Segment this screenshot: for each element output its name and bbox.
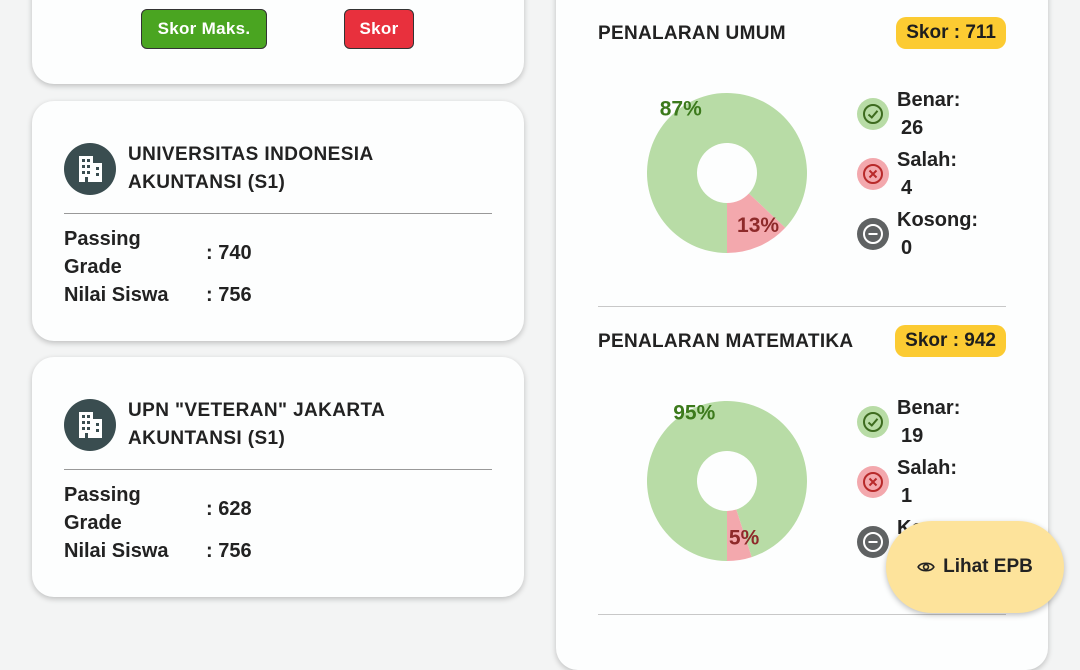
university-title: UPN "VETERAN" JAKARTA [128,400,386,421]
wrong-percent-label: 5% [729,526,760,549]
check-circle-icon [857,406,889,438]
score-badge: Skor : 711 [896,17,1006,49]
x-circle-icon [857,158,889,190]
passing-grade-label-1: Passing [64,228,141,250]
passing-grade-label-2: Grade [64,512,122,534]
minus-circle-icon [857,526,889,558]
wrong-label: Salah: [897,457,958,479]
passing-grade-value: : 628 [206,498,252,520]
x-circle-icon [857,466,889,498]
student-score-label: Nilai Siswa [64,284,169,306]
empty-count: 0 [901,237,913,259]
correct-percent-label: 87% [660,98,702,121]
correct-count: 19 [901,425,924,447]
minus-circle-icon [857,218,889,250]
check-circle-icon [857,98,889,130]
donut-correct-slice [647,92,807,253]
view-epb-button[interactable]: Lihat EPB [886,521,1064,613]
section-divider [598,306,1006,307]
score-button[interactable]: Skor [344,9,414,49]
max-score-button[interactable]: Skor Maks. [141,9,267,49]
university-name: UPN "VETERAN" JAKARTA AKUNTANSI (S1) [128,397,385,453]
building-icon [64,399,116,451]
student-score-value: : 756 [206,540,252,562]
university-card: UPN "VETERAN" JAKARTA AKUNTANSI (S1) Pas… [32,357,524,597]
donut-correct-slice [647,401,807,561]
eye-icon [917,562,935,572]
divider [64,213,492,214]
donut-chart: 95% 5% [647,401,807,561]
wrong-count: 4 [901,177,913,199]
wrong-label: Salah: [897,149,958,171]
passing-grade-label-1: Passing [64,484,141,506]
university-title: UNIVERSITAS INDONESIA [128,144,374,165]
university-card: UNIVERSITAS INDONESIA AKUNTANSI (S1) Pas… [32,101,524,341]
wrong-percent-label: 13% [737,214,779,237]
student-score-value: : 756 [206,284,252,306]
donut-wrong-slice [727,193,786,253]
donut-chart: 87% 13% [647,92,807,253]
donut-wrong-slice [727,509,752,561]
score-badge: Skor : 942 [895,325,1006,357]
divider [64,469,492,470]
section-title: PENALARAN MATEMATIKA [598,331,854,352]
building-icon [64,143,116,195]
program-name: AKUNTANSI (S1) [128,172,286,193]
correct-percent-label: 95% [673,402,715,425]
student-score-label: Nilai Siswa [64,540,169,562]
program-name: AKUNTANSI (S1) [128,428,286,449]
empty-label: Kosong: [897,209,979,231]
correct-count: 26 [901,117,924,139]
score-toggle-card: Skor Maks. Skor [32,0,524,84]
correct-label: Benar: [897,89,961,111]
university-name: UNIVERSITAS INDONESIA AKUNTANSI (S1) [128,141,374,197]
section-title: PENALARAN UMUM [598,23,786,44]
passing-grade-value: : 740 [206,242,252,264]
wrong-count: 1 [901,485,913,507]
section-divider [598,614,1006,615]
correct-label: Benar: [897,397,961,419]
view-epb-label: Lihat EPB [943,556,1033,577]
passing-grade-label-2: Grade [64,256,122,278]
